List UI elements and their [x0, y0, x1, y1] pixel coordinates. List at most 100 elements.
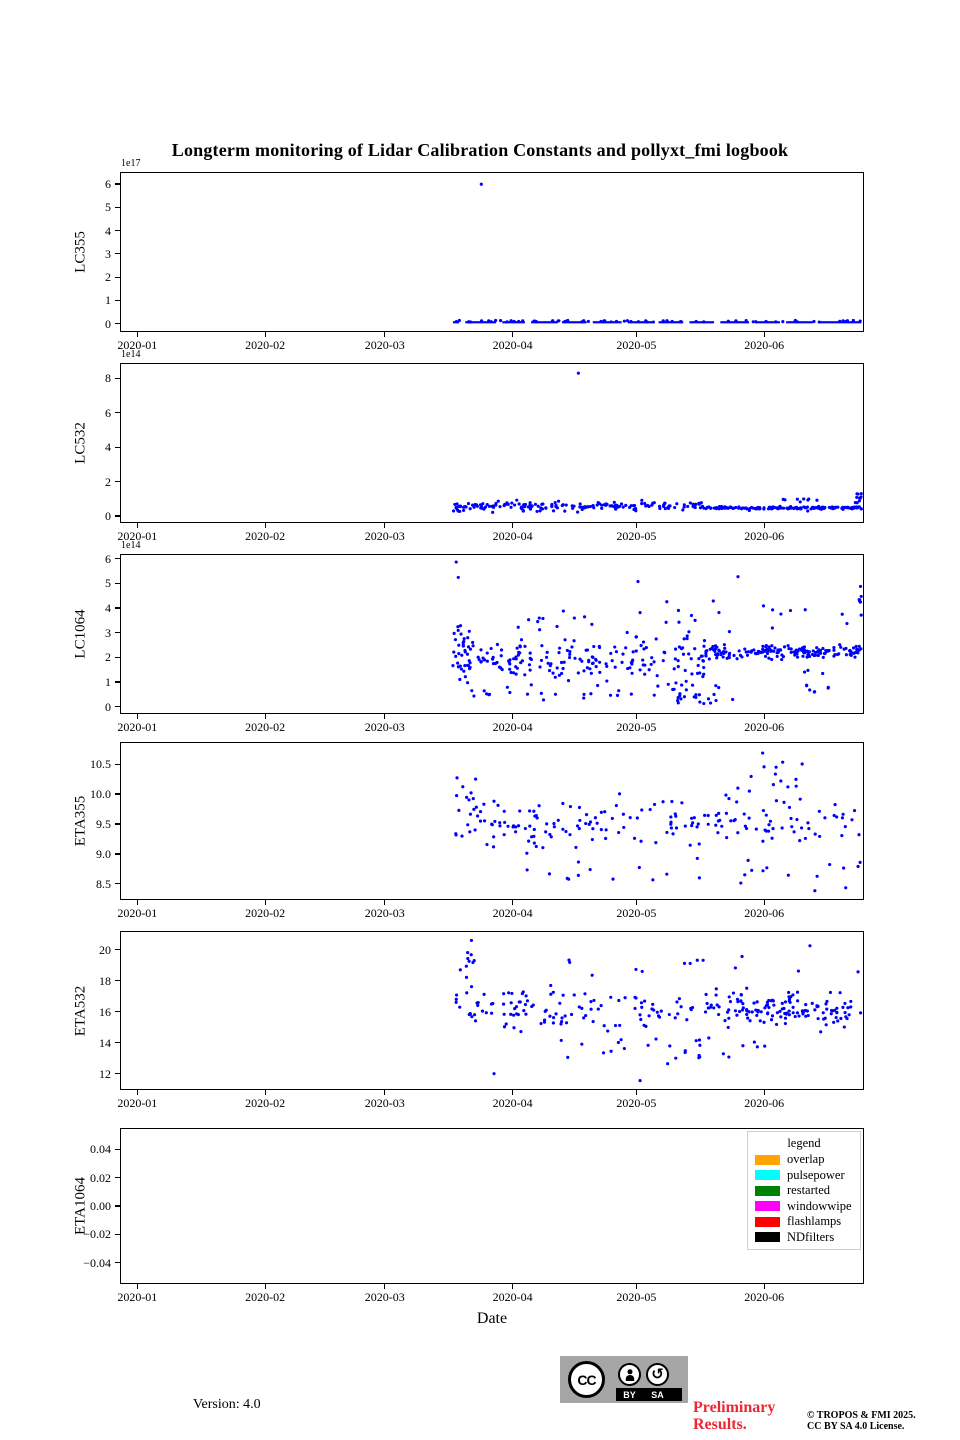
- y-tick-mark: [115, 980, 120, 982]
- x-tick-label: 2020-04: [492, 1290, 533, 1304]
- x-tick-label: 2020-02: [245, 1290, 286, 1304]
- y-tick-label: −0.02: [83, 1227, 111, 1242]
- x-tick-label: 2020-06: [744, 338, 785, 352]
- x-tick-mark: [136, 900, 138, 905]
- y-tick-mark: [115, 582, 120, 584]
- y-tick-mark: [115, 793, 120, 795]
- x-tick-mark: [264, 714, 266, 719]
- legend-label: overlap: [787, 1152, 825, 1167]
- x-tick-mark: [635, 714, 637, 719]
- y-tick-label: 8: [105, 371, 111, 386]
- person-icon: [625, 1368, 634, 1381]
- x-tick-mark: [136, 714, 138, 719]
- x-tick-label: 2020-06: [744, 529, 785, 543]
- version-text: Version: 4.0: [193, 1397, 261, 1412]
- preliminary-line2: Results.: [693, 1416, 747, 1433]
- x-tick-mark: [763, 714, 765, 719]
- y-tick-label: 14: [99, 1035, 111, 1050]
- legend-item-pulsepower: pulsepower: [748, 1168, 860, 1184]
- legend-label: NDfilters: [787, 1229, 835, 1244]
- y-tick-label: 0.04: [90, 1142, 111, 1157]
- y-tick-mark: [115, 763, 120, 765]
- x-tick-label: 2020-04: [492, 906, 533, 920]
- y-tick-label: 9.0: [96, 846, 111, 861]
- x-tick-label: 2020-02: [245, 1096, 286, 1110]
- y-tick-label: 1: [105, 293, 111, 308]
- x-tick-mark: [136, 523, 138, 528]
- y-tick-label: 0.00: [90, 1199, 111, 1213]
- y-tick-mark: [115, 1177, 120, 1179]
- cc-sa-arrow-icon: ↺: [646, 1363, 669, 1386]
- x-tick-label: 2020-01: [117, 1096, 158, 1110]
- y-tick-mark: [115, 656, 120, 658]
- y-tick-mark: [115, 1205, 120, 1207]
- panel-eta1064: [120, 1128, 864, 1284]
- x-tick-mark: [264, 900, 266, 905]
- figure-title: Longterm monitoring of Lidar Calibration…: [171, 140, 789, 160]
- x-tick-mark: [763, 1090, 765, 1095]
- y-tick-label: 16: [99, 1004, 111, 1019]
- scatter-points-eta355: [454, 751, 862, 893]
- y-tick-label: 1: [105, 674, 111, 689]
- x-tick-mark: [512, 332, 514, 337]
- cc-sa-label: SA: [651, 1389, 664, 1400]
- x-tick-mark: [264, 332, 266, 337]
- x-tick-label: 2020-02: [245, 529, 286, 543]
- x-tick-label: 2020-04: [492, 529, 533, 543]
- x-tick-label: 2020-01: [117, 1290, 158, 1304]
- y-tick-label: 10.0: [90, 787, 111, 802]
- x-tick-mark: [763, 1284, 765, 1289]
- x-tick-label: 2020-02: [245, 338, 286, 352]
- legend-item-windowwipe: windowwipe: [748, 1199, 860, 1215]
- scatter-points-eta532: [454, 938, 863, 1083]
- x-tick-mark: [384, 714, 386, 719]
- x-tick-mark: [136, 1284, 138, 1289]
- legend-label: windowwipe: [787, 1198, 852, 1213]
- y-tick-mark: [115, 1073, 120, 1075]
- legend-swatch-windowwipe: [755, 1201, 780, 1212]
- cc-logo-icon: CC: [568, 1361, 605, 1398]
- y-tick-mark: [115, 558, 120, 560]
- y-tick-mark: [115, 1233, 120, 1235]
- y-tick-mark: [115, 230, 120, 232]
- legend-item-flashlamps: flashlamps: [748, 1214, 860, 1230]
- scatter-points-lc532: [451, 371, 863, 514]
- y-tick-label: 6: [105, 551, 111, 566]
- y-tick-label: −0.04: [83, 1255, 111, 1270]
- x-tick-mark: [384, 332, 386, 337]
- y-tick-mark: [115, 1148, 120, 1150]
- x-tick-mark: [264, 1090, 266, 1095]
- y-tick-mark: [115, 446, 120, 448]
- x-tick-mark: [136, 332, 138, 337]
- x-tick-label: 2020-03: [364, 906, 405, 920]
- x-tick-label: 2020-01: [117, 906, 158, 920]
- x-axis-label: Date: [476, 1310, 508, 1327]
- x-tick-mark: [512, 523, 514, 528]
- x-tick-mark: [635, 1090, 637, 1095]
- legend-item-overlap: overlap: [748, 1152, 860, 1168]
- legend-swatch-pulsepower: [755, 1170, 780, 1181]
- x-tick-mark: [136, 1090, 138, 1095]
- legend-label: pulsepower: [787, 1167, 845, 1182]
- x-tick-label: 2020-03: [364, 1096, 405, 1110]
- y-tick-mark: [115, 949, 120, 951]
- x-tick-mark: [512, 900, 514, 905]
- y-tick-label: 12: [99, 1066, 111, 1081]
- y-tick-label: 5: [105, 576, 111, 591]
- y-tick-label: 8.5: [96, 876, 111, 891]
- x-tick-mark: [384, 1284, 386, 1289]
- y-tick-label: 2: [105, 474, 111, 489]
- y-tick-mark: [115, 607, 120, 609]
- x-tick-label: 2020-05: [616, 1290, 657, 1304]
- x-tick-label: 2020-05: [616, 1096, 657, 1110]
- legend-swatch-restarted: [755, 1185, 780, 1196]
- x-tick-mark: [512, 1090, 514, 1095]
- y-tick-label: 2: [105, 650, 111, 665]
- x-tick-label: 2020-03: [364, 1290, 405, 1304]
- y-tick-mark: [115, 253, 120, 255]
- legend-item-restarted: restarted: [748, 1183, 860, 1199]
- y-tick-mark: [115, 681, 120, 683]
- y-tick-label: 9.5: [96, 816, 111, 831]
- x-tick-mark: [264, 1284, 266, 1289]
- x-tick-label: 2020-04: [492, 1096, 533, 1110]
